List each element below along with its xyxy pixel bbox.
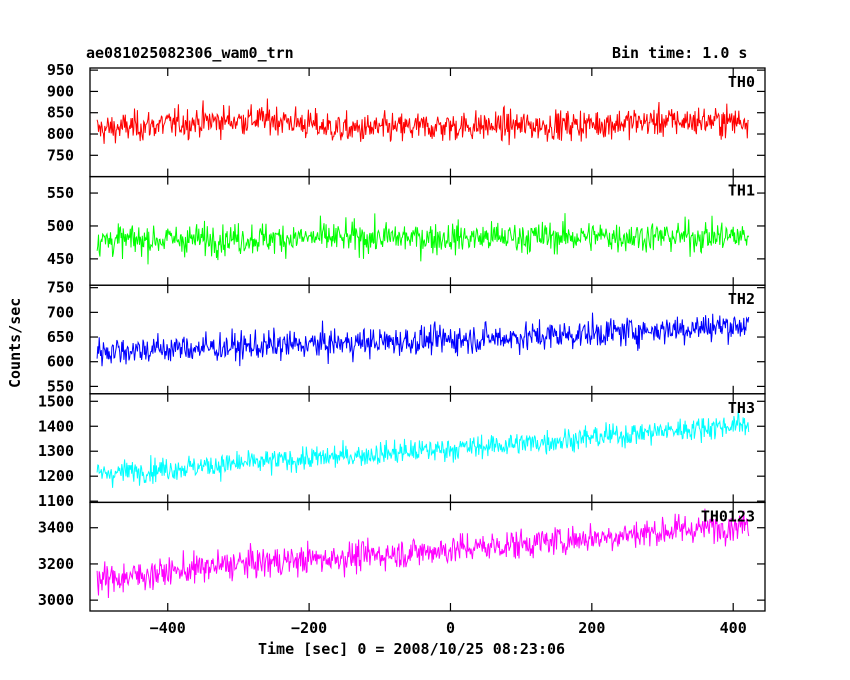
x-tick-label: 0 bbox=[446, 619, 455, 637]
y-axis-label: Counts/sec bbox=[6, 297, 24, 388]
panel-label-th0: TH0 bbox=[728, 73, 755, 91]
plot-title: ae081025082306_wam0_trn bbox=[86, 44, 294, 62]
y-tick-label: 550 bbox=[47, 377, 74, 395]
series-th0123 bbox=[96, 508, 750, 599]
series-th2 bbox=[96, 312, 750, 367]
series-th1 bbox=[96, 213, 750, 265]
y-tick-label: 1500 bbox=[38, 392, 74, 410]
y-tick-label: 750 bbox=[47, 279, 74, 297]
series-th0 bbox=[96, 98, 749, 146]
y-tick-label: 1300 bbox=[38, 442, 74, 460]
y-tick-label: 3000 bbox=[38, 591, 74, 609]
y-tick-label: 3400 bbox=[38, 519, 74, 537]
y-tick-label: 1200 bbox=[38, 467, 74, 485]
y-tick-label: 3200 bbox=[38, 555, 74, 573]
panel-label-th1: TH1 bbox=[728, 182, 755, 200]
y-tick-label: 450 bbox=[47, 250, 74, 268]
bin-time-label: Bin time: 1.0 s bbox=[612, 44, 748, 62]
y-tick-label: 650 bbox=[47, 328, 74, 346]
y-tick-label: 1400 bbox=[38, 417, 74, 435]
panel-label-th2: TH2 bbox=[728, 290, 755, 308]
panel-label-th0123: TH0123 bbox=[701, 507, 755, 525]
y-tick-label: 950 bbox=[47, 61, 74, 79]
x-axis-label: Time [sec] 0 = 2008/10/25 08:23:06 bbox=[258, 640, 566, 658]
x-tick-label: −200 bbox=[291, 619, 327, 637]
panel-frame-th0123 bbox=[89, 501, 766, 612]
y-tick-label: 500 bbox=[47, 217, 74, 235]
y-tick-label: 550 bbox=[47, 184, 74, 202]
y-tick-label: 800 bbox=[47, 125, 74, 143]
panel-frame-th3 bbox=[89, 393, 766, 504]
y-tick-label: 850 bbox=[47, 104, 74, 122]
x-tick-label: 400 bbox=[720, 619, 747, 637]
series-th3 bbox=[96, 411, 750, 488]
x-tick-label: 200 bbox=[578, 619, 605, 637]
x-tick-label: −400 bbox=[150, 619, 186, 637]
y-tick-label: 750 bbox=[47, 146, 74, 164]
y-tick-label: 900 bbox=[47, 82, 74, 100]
y-tick-label: 600 bbox=[47, 353, 74, 371]
y-tick-label: 700 bbox=[47, 303, 74, 321]
panel-label-th3: TH3 bbox=[728, 399, 755, 417]
y-tick-label: 1100 bbox=[38, 492, 74, 510]
